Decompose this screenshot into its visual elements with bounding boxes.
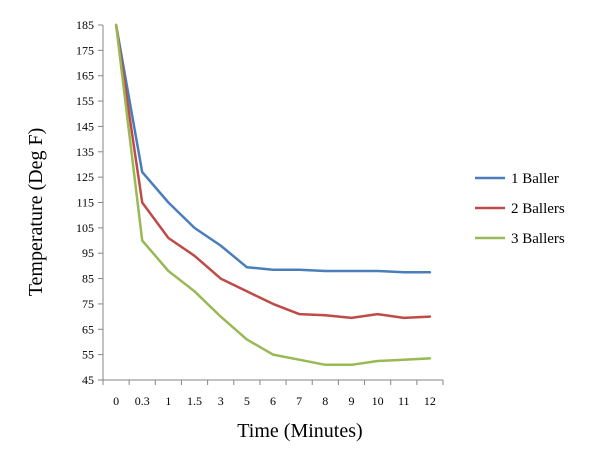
y-tick-label: 55 — [82, 348, 94, 362]
y-axis-title: Temperature (Deg F) — [25, 128, 47, 297]
y-tick-label: 105 — [76, 221, 94, 235]
y-axis-ticks: 45 55 65 75 85 95 105 115 125 135 145 155 165 175 185 — [76, 18, 103, 387]
y-tick-label: 125 — [76, 170, 94, 184]
x-tick-label: 12 — [424, 394, 436, 408]
x-tick-label: 0.3 — [135, 394, 150, 408]
y-tick-label: 185 — [76, 18, 94, 32]
y-tick-label: 155 — [76, 94, 94, 108]
y-tick-label: 75 — [82, 297, 94, 311]
y-tick-label: 65 — [82, 322, 94, 336]
x-axis-ticks: 0 0.3 1 1.5 3 5 6 7 8 9 10 11 12 — [102, 380, 444, 408]
x-tick-label: 1 — [165, 394, 171, 408]
x-tick-label: 9 — [348, 394, 354, 408]
x-tick-label: 0 — [113, 394, 119, 408]
series-line-2-ballers — [114, 23, 432, 320]
x-tick-label: 11 — [398, 394, 410, 408]
series-lines — [114, 23, 432, 367]
y-tick-label: 145 — [76, 119, 94, 133]
x-tick-label: 6 — [270, 394, 276, 408]
x-tick-label: 3 — [218, 394, 224, 408]
x-tick-label: 1.5 — [187, 394, 202, 408]
y-tick-label: 95 — [82, 246, 94, 260]
x-tick-label: 8 — [322, 394, 328, 408]
y-tick-label: 135 — [76, 145, 94, 159]
y-tick-label: 85 — [82, 272, 94, 286]
y-tick-label: 175 — [76, 43, 94, 57]
series-line-1-baller — [114, 23, 432, 274]
legend-label: 1 Baller — [511, 171, 559, 187]
legend-label: 3 Ballers — [511, 231, 565, 247]
legend: 1 Baller 2 Ballers 3 Ballers — [475, 171, 565, 247]
y-tick-label: 115 — [76, 196, 94, 210]
y-tick-label: 45 — [82, 373, 94, 387]
x-tick-label: 7 — [296, 394, 302, 408]
x-axis-title: Time (Minutes) — [237, 420, 362, 442]
series-line-3-ballers — [114, 23, 432, 367]
x-tick-label: 5 — [244, 394, 250, 408]
legend-label: 2 Ballers — [511, 201, 565, 217]
y-tick-label: 165 — [76, 69, 94, 83]
x-tick-label: 10 — [372, 394, 384, 408]
